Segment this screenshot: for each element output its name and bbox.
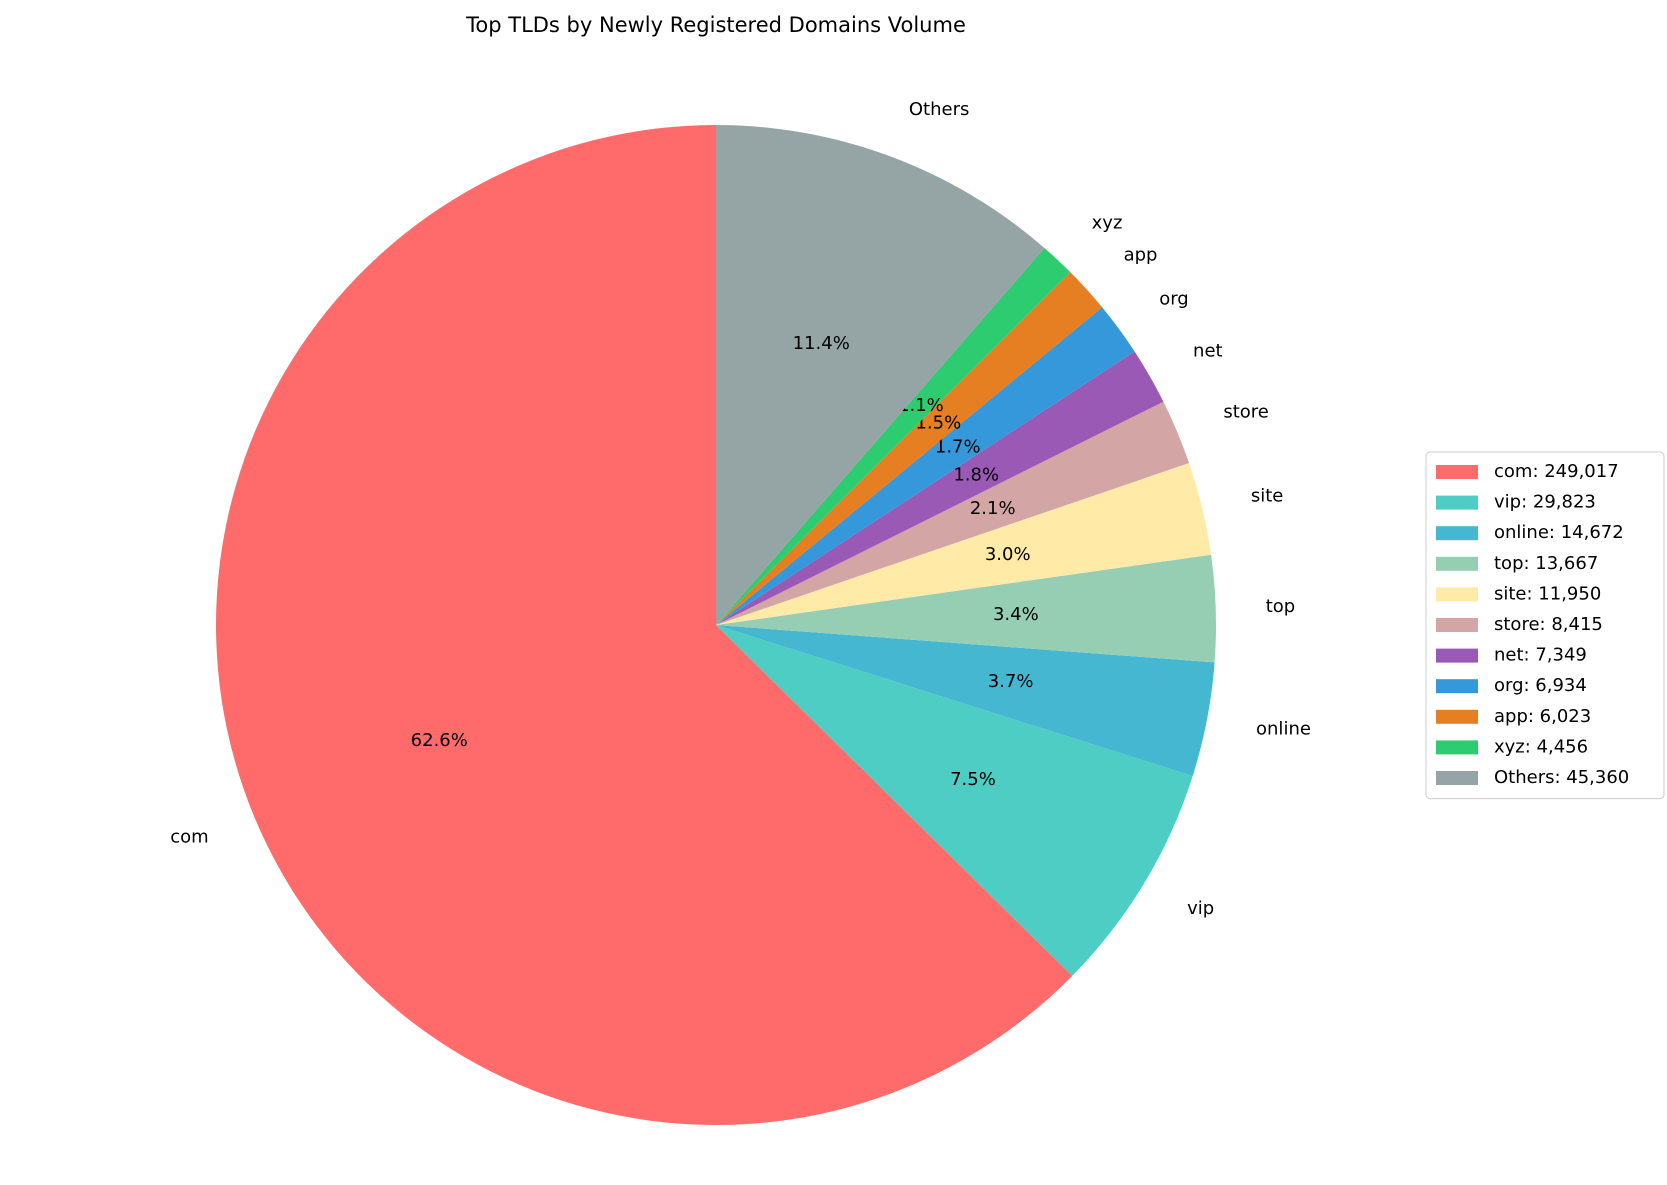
slice-label: vip [1187,898,1214,919]
pie-slice [716,248,1071,626]
pie-slice [216,125,1073,1125]
percent-label: 3.4% [993,604,1039,625]
legend-label: net: 7,349 [1494,645,1587,666]
legend-swatch [1436,648,1478,663]
pie-slice [716,401,1190,625]
pie-slice [716,272,1103,625]
legend-frame [1425,451,1665,800]
pie-slice [716,625,1193,976]
legend-label: online: 14,672 [1494,522,1624,543]
percent-label: 1.5% [915,413,961,434]
percent-label: 1.7% [935,436,981,457]
pie-slice [716,125,1045,625]
percent-label: 11.4% [793,333,850,354]
slice-label: site [1251,486,1284,507]
slice-label: xyz [1092,212,1123,233]
legend-label: vip: 29,823 [1494,492,1596,513]
legend: com: 249,017 vip: 29,823 online: 14,672 top… [1425,451,1665,800]
legend-swatch [1436,495,1478,510]
legend-swatch [1436,679,1478,694]
percent-label: 2.1% [970,498,1016,519]
legend-label: store: 8,415 [1494,614,1603,635]
slice-label: Others [909,99,970,120]
legend-swatch [1436,771,1478,785]
legend-label: Others: 45,360 [1494,767,1629,788]
legend-label: xyz: 4,456 [1494,736,1588,757]
slice-label: online [1256,718,1311,739]
slice-label: app [1124,245,1158,266]
percent-label: 1.8% [953,465,999,486]
chart-title: Top TLDs by Newly Registered Domains Vol… [465,13,966,37]
legend-swatch [1436,618,1478,632]
legend-swatch [1436,740,1478,755]
slice-label: net [1193,340,1223,361]
slice-label: top [1266,596,1296,617]
slice-label: com [170,826,208,847]
legend-swatch [1436,556,1478,571]
pie-slice [716,463,1212,625]
pie-slice [716,554,1216,663]
pie-slice [716,307,1135,625]
legend-swatch [1436,526,1478,541]
legend-label: org: 6,934 [1494,675,1587,696]
legend-swatch [1436,709,1478,724]
legend-label: top: 13,667 [1494,553,1598,574]
legend-swatch [1436,465,1478,479]
percent-label: 3.7% [988,671,1034,692]
legend-label: app: 6,023 [1494,706,1591,727]
legend-swatch [1436,587,1478,602]
legend-label: com: 249,017 [1494,461,1619,482]
slice-label: store [1223,402,1269,423]
percent-label: 3.0% [985,544,1031,565]
percent-label: 7.5% [950,769,996,790]
legend-label: site: 11,950 [1494,583,1601,604]
slice-label: org [1159,288,1189,309]
pie-slice [716,351,1164,625]
percent-label: 62.6% [411,730,468,751]
pie-slice [716,625,1215,776]
